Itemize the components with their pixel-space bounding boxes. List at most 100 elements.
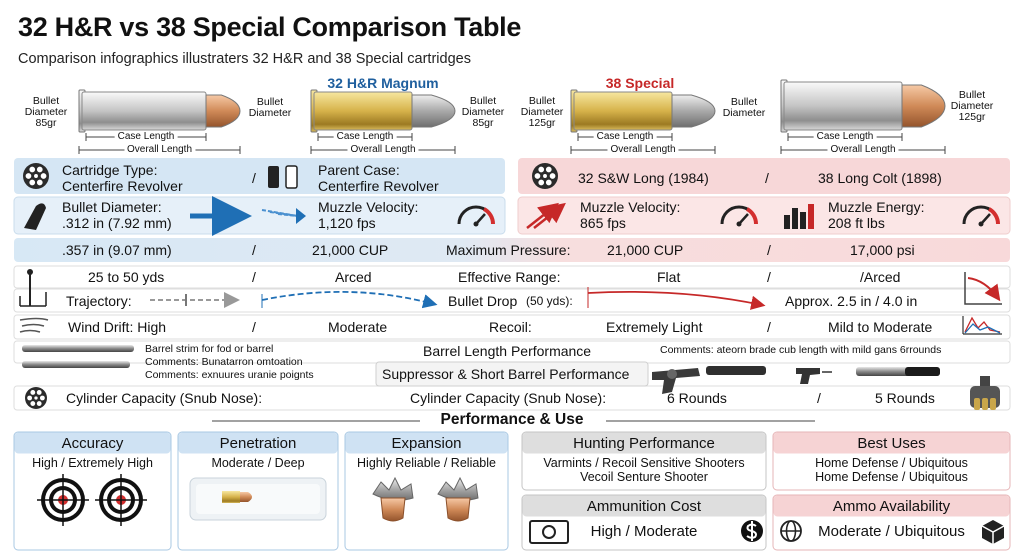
spec-text: Muzzle Energy: bbox=[828, 199, 925, 215]
revolver-icon bbox=[667, 369, 677, 379]
speedloader-round bbox=[990, 398, 996, 410]
spec-text: Recoil: bbox=[489, 319, 532, 335]
cylinder-chamber bbox=[36, 166, 43, 173]
bullet-case bbox=[222, 491, 240, 503]
gauge-icon bbox=[962, 205, 1000, 227]
cartridge-label: Bullet Diameter 85gr bbox=[24, 95, 68, 129]
cartridge-case bbox=[313, 91, 413, 131]
expanded-petals bbox=[372, 476, 414, 501]
cylinder-chamber bbox=[30, 401, 36, 406]
row-band bbox=[14, 238, 1010, 262]
spec-text: Muzzle Velocity: bbox=[318, 199, 419, 215]
recoil-icon bbox=[962, 316, 1002, 335]
spec-text: / bbox=[767, 242, 771, 258]
expanded-base bbox=[445, 497, 471, 522]
bill-icon bbox=[529, 520, 569, 544]
spec-text: Barrel Length Performance bbox=[423, 343, 592, 359]
card-header bbox=[14, 432, 171, 454]
card-title: Hunting Performance bbox=[573, 435, 715, 452]
row-band bbox=[518, 158, 1010, 194]
card-text: High / Moderate bbox=[590, 523, 698, 540]
spec-text: / bbox=[767, 269, 771, 285]
cartridge-case bbox=[573, 91, 673, 131]
wind-icon bbox=[21, 323, 45, 327]
card-title: Penetration bbox=[219, 435, 297, 452]
spec-text: Maximum Pressure: bbox=[446, 242, 571, 258]
expanded-petals bbox=[437, 476, 479, 501]
target-icon bbox=[95, 474, 147, 526]
bars-icon bbox=[792, 208, 798, 229]
cartridge-case bbox=[783, 81, 903, 131]
row-band bbox=[517, 196, 1011, 235]
spec-text: Centerfire Revolver bbox=[318, 178, 439, 194]
card-title: Accuracy bbox=[61, 435, 124, 452]
bill-icon bbox=[542, 525, 556, 539]
cylinder-chamber bbox=[534, 173, 541, 179]
card-text: Moderate / Ubiquitous bbox=[818, 523, 965, 540]
gauge-hub bbox=[473, 221, 479, 227]
spec-text: 21,000 CUP bbox=[312, 242, 389, 258]
cylinder-chamber bbox=[39, 395, 45, 401]
dimension-label: Case Length bbox=[114, 131, 178, 143]
cartridge-label: Bullet Diameter 125gr bbox=[520, 95, 564, 129]
bullet-tip bbox=[240, 492, 252, 502]
spec-text: Cartridge Type: bbox=[62, 162, 158, 178]
cartridge bbox=[570, 89, 716, 154]
suppressor-icon bbox=[905, 367, 940, 376]
spec-text: Cylinder Capacity (Snub Nose): bbox=[66, 390, 263, 406]
gauge-icon bbox=[457, 205, 495, 227]
spec-text: (50 yds): bbox=[526, 294, 573, 308]
barrel-icon bbox=[22, 345, 134, 352]
spec-text: 6 Rounds bbox=[667, 390, 727, 406]
cartridge-label: Bullet Diameter bbox=[248, 96, 292, 119]
card bbox=[344, 431, 509, 551]
wind-icon bbox=[19, 329, 41, 333]
post-icon bbox=[27, 269, 33, 275]
trajectory-arc bbox=[587, 290, 766, 310]
row-band bbox=[13, 314, 1011, 340]
cylinder-chamber bbox=[538, 166, 545, 173]
gauge-red bbox=[987, 207, 1000, 225]
spec-text: 1,120 fps bbox=[318, 215, 376, 231]
spec-text: Centerfire Revolver bbox=[62, 178, 183, 194]
spec-text: / bbox=[252, 319, 256, 335]
revolver-icon bbox=[652, 368, 700, 394]
cylinder-icon bbox=[25, 387, 47, 409]
spec-text: 25 to 50 yds bbox=[88, 269, 165, 285]
speedloader-icon bbox=[980, 376, 990, 386]
subtitle: Comparison infographics illustraters 32 … bbox=[18, 51, 471, 67]
arrow-icon bbox=[277, 213, 299, 217]
card-text: Home Defense / Ubiquitous bbox=[815, 456, 968, 470]
card-text: Vecoil Senture Shooter bbox=[580, 470, 708, 484]
spec-text: Suppressor & Short Barrel Performance bbox=[382, 366, 630, 382]
cartridge-label: Bullet Diameter 125gr bbox=[950, 89, 994, 123]
spec-text: Bullet Diameter: bbox=[62, 199, 162, 215]
cylinder-chamber bbox=[545, 179, 552, 186]
card bbox=[13, 431, 172, 551]
spec-text: / bbox=[767, 319, 771, 335]
spec-text: Wind Drift: High bbox=[68, 319, 167, 335]
cartridge-bullet bbox=[901, 84, 946, 128]
bars-icon bbox=[808, 204, 814, 229]
spec-text: / bbox=[765, 170, 769, 186]
dimension-label: Overall Length bbox=[123, 144, 196, 156]
cylinder-icon bbox=[532, 163, 558, 189]
card-header bbox=[522, 495, 766, 517]
dollar-icon bbox=[746, 521, 757, 541]
card-text: Varmints / Recoil Sensitive Shooters bbox=[543, 456, 745, 470]
cartridge bbox=[78, 89, 241, 154]
cartridge bbox=[780, 79, 946, 154]
box-icon bbox=[981, 525, 1005, 544]
spec-text: Cylinder Capacity (Snub Nose): bbox=[410, 390, 607, 406]
spec-text: 32 S&W Long (1984) bbox=[578, 170, 709, 186]
barrel-icon bbox=[22, 361, 130, 368]
recoil-icon bbox=[964, 323, 1001, 334]
spec-text: 208 ft lbs bbox=[828, 215, 885, 231]
arrow-icon bbox=[533, 202, 566, 229]
dimension-label: Case Length bbox=[813, 131, 877, 143]
post-icon bbox=[19, 292, 47, 307]
cylinder-chamber bbox=[29, 166, 36, 173]
case-icon bbox=[285, 165, 298, 189]
arrow-head bbox=[296, 208, 306, 224]
